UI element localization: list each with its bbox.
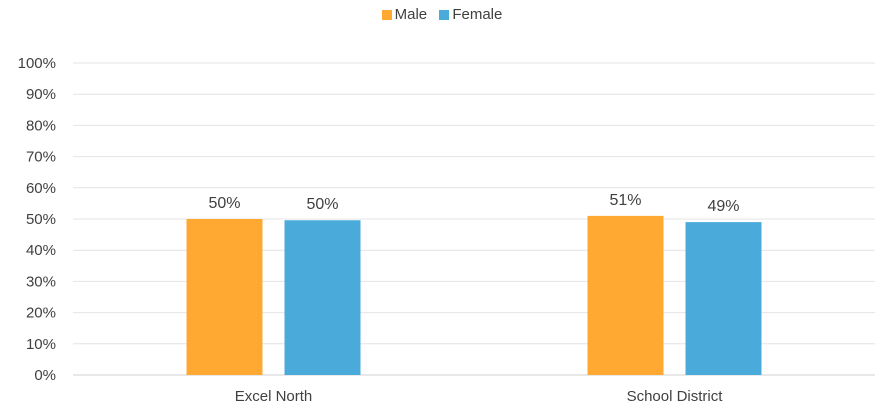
legend-item-female: Female <box>439 6 502 23</box>
y-tick-label: 40% <box>26 242 56 259</box>
y-tick-label: 30% <box>26 273 56 290</box>
chart-legend: Male Female <box>0 6 884 24</box>
bar-male-0 <box>186 219 263 375</box>
bar-female-1 <box>685 222 762 375</box>
bar-male-1 <box>587 215 664 375</box>
y-tick-label: 70% <box>26 149 56 166</box>
y-tick-label: 50% <box>26 211 56 228</box>
bar-female-0 <box>284 220 361 375</box>
legend-label-female: Female <box>452 6 503 23</box>
y-tick-label: 100% <box>18 55 56 72</box>
legend-label-male: Male <box>394 6 428 23</box>
legend-item-male: Male <box>381 6 428 23</box>
y-tick-label: 80% <box>26 117 56 134</box>
data-label: 50% <box>208 195 240 212</box>
y-tick-label: 90% <box>26 86 56 103</box>
y-tick-label: 20% <box>26 305 56 322</box>
y-tick-label: 10% <box>26 336 56 353</box>
x-category-label: Excel North <box>235 388 313 405</box>
y-tick-label: 60% <box>26 180 56 197</box>
x-category-label: School District <box>627 388 724 405</box>
legend-swatch-female <box>439 9 450 20</box>
legend-swatch-male <box>381 9 392 20</box>
y-tick-label: 0% <box>34 367 56 384</box>
data-label: 50% <box>306 196 338 213</box>
data-label: 51% <box>609 192 641 209</box>
data-label: 49% <box>707 198 739 215</box>
